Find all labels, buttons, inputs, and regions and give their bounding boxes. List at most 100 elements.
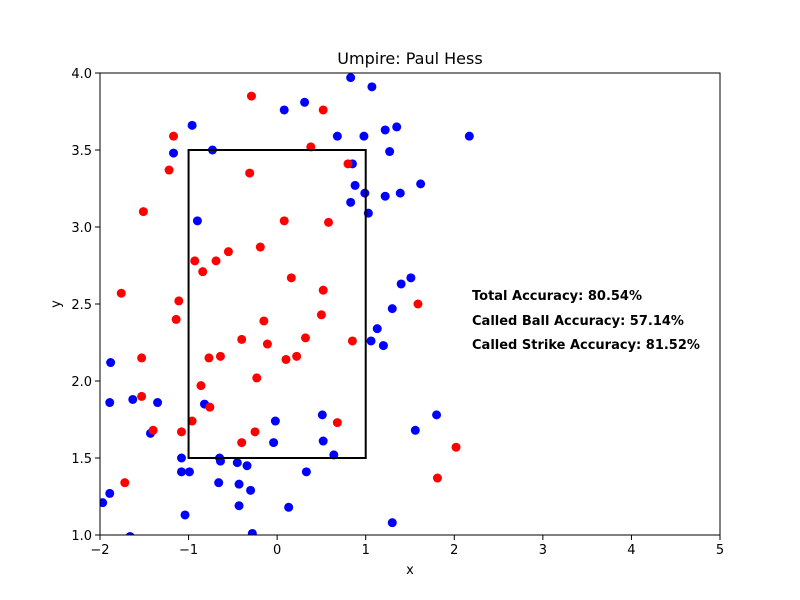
pitch-point: [180, 510, 190, 520]
pitch-point: [385, 147, 395, 157]
pitch-point: [413, 299, 423, 309]
pitch-point: [281, 354, 291, 364]
pitch-point: [387, 518, 397, 528]
pitch-point: [196, 381, 206, 391]
data-points: [100, 73, 474, 535]
pitch-point: [292, 351, 302, 361]
pitch-point: [279, 216, 289, 226]
pitch-point: [451, 442, 461, 452]
pitch-point: [184, 467, 194, 477]
pitch-point: [190, 256, 200, 266]
pitch-point: [286, 273, 296, 283]
x-axis: −2 −1 0 1 2 3 4 5: [90, 535, 724, 558]
pitch-point: [255, 242, 265, 252]
pitch-point: [332, 131, 342, 141]
pitch-point: [416, 179, 426, 189]
pitch-point: [316, 310, 326, 320]
y-axis-label: y: [49, 300, 64, 308]
pitch-point: [284, 502, 294, 512]
x-tick-label: 3: [539, 543, 547, 558]
pitch-point: [259, 316, 269, 326]
pitch-point: [317, 410, 327, 420]
pitch-point: [347, 336, 357, 346]
pitch-point: [100, 498, 108, 508]
pitch-point: [176, 453, 186, 463]
x-axis-label: x: [406, 563, 414, 578]
pitch-point: [169, 148, 179, 158]
pitch-point: [106, 358, 116, 368]
y-tick-label: 2.0: [71, 375, 92, 390]
y-tick-label: 2.5: [71, 298, 92, 313]
pitch-point: [380, 125, 390, 135]
pitch-point: [343, 159, 353, 169]
x-tick-label: 4: [627, 543, 635, 558]
pitch-point: [153, 398, 163, 408]
pitch-point: [214, 478, 224, 488]
pitch-point: [246, 91, 256, 101]
pitch-point: [192, 216, 202, 226]
pitch-point: [332, 418, 342, 428]
y-tick-label: 3.5: [71, 144, 92, 159]
pitch-point: [234, 479, 244, 489]
pitch-point: [120, 478, 130, 488]
pitch-point: [279, 105, 289, 115]
x-tick-label: 5: [716, 543, 724, 558]
pitch-point: [366, 336, 376, 346]
pitch-point: [246, 485, 256, 495]
pitch-point: [205, 402, 215, 412]
pitch-point: [223, 247, 233, 257]
pitch-point: [318, 285, 328, 295]
pitch-point: [137, 391, 147, 401]
pitch-point: [300, 333, 310, 343]
strike-zone-box: [187, 149, 367, 459]
pitch-point: [378, 341, 388, 351]
y-tick-label: 4.0: [71, 67, 92, 82]
pitch-point: [176, 427, 186, 437]
y-tick-label: 3.0: [71, 221, 92, 236]
pitch-point: [105, 488, 115, 498]
pitch-point: [164, 165, 174, 175]
pitch-point: [432, 473, 442, 483]
pitch-point: [176, 467, 186, 477]
pitch-point: [169, 131, 179, 141]
pitch-point: [234, 501, 244, 511]
pitch-point: [269, 438, 279, 448]
pitch-point: [232, 458, 242, 468]
total-accuracy-annotation: Total Accuracy: 80.54%: [472, 289, 642, 304]
called-ball-accuracy-annotation: Called Ball Accuracy: 57.14%: [472, 314, 684, 329]
called-strike-accuracy-annotation: Called Strike Accuracy: 81.52%: [472, 338, 700, 353]
pitch-point: [346, 73, 356, 83]
y-tick-label: 1.0: [71, 529, 92, 544]
pitch-point: [410, 425, 420, 435]
pitch-point: [247, 528, 257, 535]
pitch-point: [148, 425, 158, 435]
pitch-point: [270, 416, 280, 426]
pitch-point: [204, 353, 214, 363]
pitch-point: [387, 304, 397, 314]
pitch-point: [464, 131, 474, 141]
pitch-point: [198, 267, 208, 277]
pitch-point: [250, 427, 260, 437]
x-tick-label: −2: [90, 543, 109, 558]
pitch-point: [396, 279, 406, 289]
pitch-point: [318, 105, 328, 115]
pitch-point: [318, 436, 328, 446]
x-tick-label: 0: [273, 543, 281, 558]
y-tick-label: 1.5: [71, 452, 92, 467]
pitch-point: [187, 416, 197, 426]
pitch-point: [215, 351, 225, 361]
pitch-point: [359, 131, 369, 141]
pitch-point: [300, 97, 310, 107]
pitch-point: [406, 273, 416, 283]
x-tick-label: 1: [362, 543, 370, 558]
x-tick-label: −1: [179, 543, 198, 558]
pitch-point: [301, 467, 311, 477]
pitch-point: [211, 256, 221, 266]
pitch-point: [262, 339, 272, 349]
pitch-point: [432, 410, 442, 420]
pitch-point: [372, 324, 382, 334]
pitch-point: [346, 197, 356, 207]
pitch-point: [242, 461, 252, 471]
